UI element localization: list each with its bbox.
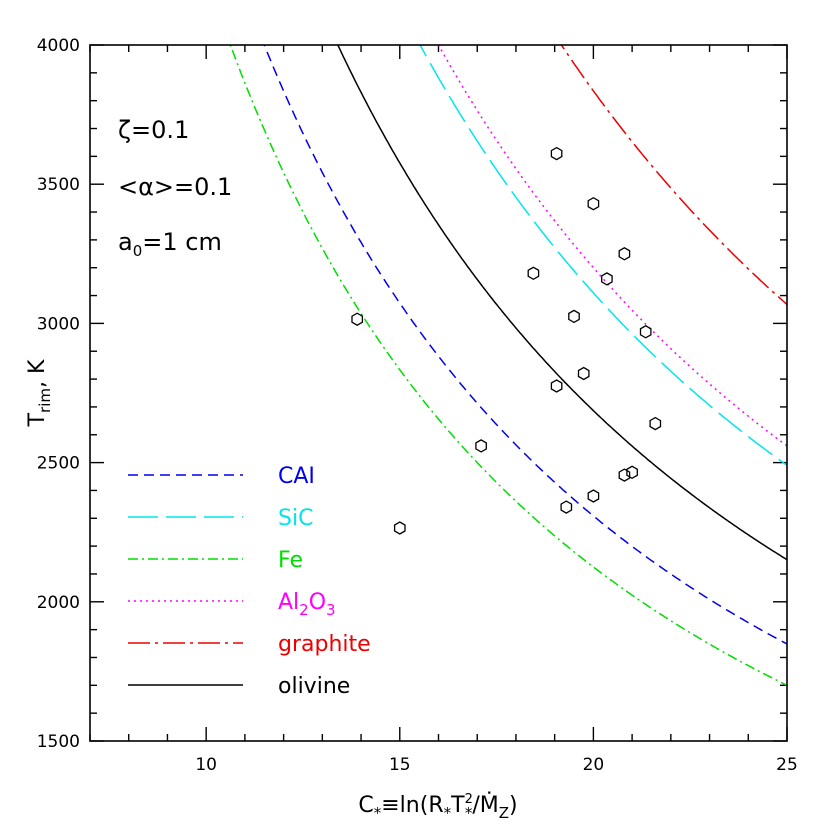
- curve-cai: [263, 45, 787, 645]
- data-point: [527, 266, 540, 281]
- legend-label-fe: Fe: [278, 548, 303, 573]
- data-point: [393, 521, 406, 535]
- data-point: [618, 247, 631, 261]
- y-tick-label: 1500: [37, 732, 80, 752]
- curve-fe: [229, 45, 787, 686]
- curve-olivine: [336, 45, 787, 561]
- legend-label-olivine: olivine: [278, 674, 350, 699]
- data-point: [550, 146, 563, 161]
- data-point: [639, 325, 652, 339]
- annotation-a0: a0=1 cm: [118, 228, 222, 260]
- ticks-layer: [89, 44, 788, 742]
- data-point: [587, 196, 600, 211]
- legend-label-sic: SiC: [278, 506, 313, 531]
- legend-label-al2o3: Al2O3: [278, 590, 336, 619]
- curve-al2o3: [437, 45, 787, 447]
- data-point: [649, 416, 662, 431]
- x-tick-label: 25: [776, 755, 798, 775]
- y-tick-label: 3000: [37, 314, 80, 334]
- data-point: [626, 465, 638, 480]
- data-point: [475, 439, 487, 453]
- y-axis-label: Trim, K: [25, 359, 54, 427]
- data-point: [568, 309, 580, 324]
- legend-label-cai: CAI: [278, 464, 315, 489]
- data-point: [550, 379, 563, 393]
- legend: CAI SiC Fe Al2O3 graphite olivine: [128, 464, 371, 699]
- x-tick-label: 15: [389, 755, 411, 775]
- annotation-a0-post: =1 cm: [142, 228, 222, 256]
- annotation-zeta: ζ=0.1: [118, 116, 189, 144]
- plot-frame: [89, 44, 788, 742]
- annotation-alpha: <α>=0.1: [118, 173, 232, 201]
- tick-labels-layer: 10 15 20 25 1500 2000 2500 3000 3500 4000: [37, 36, 798, 775]
- legend-label-graphite: graphite: [278, 632, 371, 657]
- annotation-a0-sub: 0: [133, 242, 143, 260]
- y-tick-label: 4000: [37, 36, 80, 56]
- data-point: [587, 489, 600, 503]
- y-tick-label: 2500: [37, 454, 80, 474]
- data-point: [560, 500, 573, 514]
- points-layer: [351, 146, 662, 535]
- x-axis-label: C*≡ln(R*T2 */ṀZ): [358, 792, 517, 822]
- curve-sic: [419, 45, 787, 467]
- data-point: [351, 312, 364, 326]
- curves-layer: [229, 45, 787, 686]
- data-point: [618, 468, 631, 482]
- x-tick-label: 20: [583, 755, 605, 775]
- data-point: [577, 366, 590, 381]
- y-tick-label: 3500: [37, 175, 80, 195]
- annotation-a0-pre: a: [118, 228, 133, 256]
- data-point: [601, 272, 613, 286]
- x-tick-label: 10: [195, 755, 217, 775]
- y-tick-label: 2000: [37, 593, 80, 613]
